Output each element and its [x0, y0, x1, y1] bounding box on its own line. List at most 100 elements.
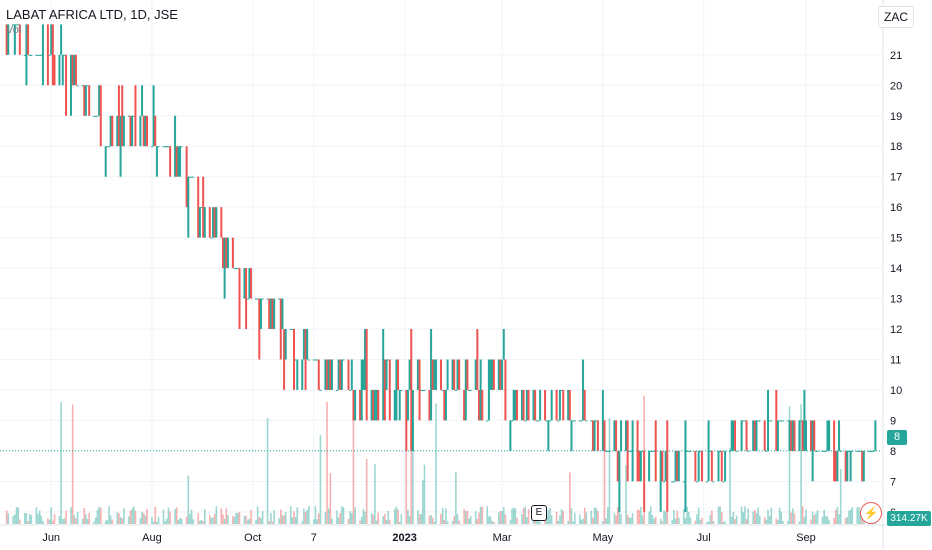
currency-button[interactable]: ZAC	[878, 6, 914, 28]
volume-bar	[440, 513, 442, 524]
volume-bar	[712, 520, 715, 524]
volume-bar	[306, 509, 309, 524]
volume-bar	[187, 475, 190, 524]
volume-bar	[468, 518, 470, 524]
price-axis[interactable]: 2120191817161514131211109876	[890, 50, 902, 519]
volume-bar	[142, 512, 145, 524]
volume-bar	[466, 510, 469, 524]
volume-bar	[324, 511, 327, 524]
volume-bar	[625, 465, 627, 524]
volume-bar	[174, 508, 176, 524]
volume-bar	[146, 508, 148, 524]
volume-bar	[707, 521, 710, 524]
volume-bar	[327, 508, 330, 524]
volume-bar	[615, 515, 617, 524]
volume-bar	[757, 507, 759, 524]
volume-bar	[283, 515, 285, 524]
volume-bar	[813, 515, 816, 524]
volume-bar	[488, 516, 490, 524]
price-tick-label: 9	[890, 415, 896, 427]
volume-bar	[362, 509, 365, 524]
volume-bar	[834, 509, 837, 524]
volume-bar	[863, 521, 865, 524]
volume-bar	[744, 506, 746, 524]
volume-bar	[648, 511, 650, 524]
volume-bar	[268, 521, 271, 524]
volume-bar	[308, 506, 310, 524]
volume-bar	[512, 507, 515, 524]
volume-bar	[347, 519, 350, 524]
volume-bar	[684, 518, 687, 524]
volume-bar	[435, 403, 437, 524]
volume-bar	[640, 506, 642, 524]
volume-bar	[157, 516, 160, 524]
volume-bar	[663, 510, 665, 524]
earnings-event-marker[interactable]: E	[531, 505, 547, 521]
volume-bar	[93, 521, 95, 524]
volume-bar	[752, 511, 754, 524]
volume-bar	[374, 464, 376, 524]
volume-bar	[405, 414, 408, 524]
volume-bar	[671, 520, 674, 524]
volume-bar	[570, 508, 573, 524]
volume-bar	[792, 508, 794, 524]
volume-bar	[167, 507, 170, 524]
time-axis[interactable]: Jun Aug Oct 7 2023 Mar May Jul Sep	[42, 532, 815, 544]
volume-bar	[71, 404, 74, 524]
volume-bar	[76, 512, 79, 524]
price-tick-label: 15	[890, 233, 902, 245]
volume-bar	[169, 511, 171, 524]
volume-bar	[108, 506, 110, 524]
volume-bar	[342, 507, 345, 524]
grid	[0, 0, 882, 524]
volume-bar	[375, 520, 378, 524]
volume-bar	[516, 517, 518, 524]
volume-bar	[278, 518, 280, 524]
volume-bar	[844, 518, 847, 524]
volume-bar	[849, 509, 852, 524]
volume-bar	[238, 511, 241, 524]
volume-bar	[384, 513, 386, 524]
volume-bar	[729, 447, 731, 524]
volume-bar	[351, 513, 353, 524]
volume-bar	[417, 510, 419, 524]
price-tick-label: 7	[890, 476, 896, 488]
volume-bar	[433, 521, 436, 524]
volume-bar	[597, 510, 599, 524]
volume-bar	[836, 506, 839, 524]
ohlc-bars	[5, 24, 877, 512]
volume-bar	[372, 515, 375, 524]
volume-bar	[132, 506, 135, 524]
flash-icon[interactable]: ⚡	[860, 502, 882, 524]
volume-bar	[711, 510, 713, 524]
volume-bar	[354, 507, 356, 524]
volume-bar	[359, 520, 361, 524]
volume-bar	[104, 520, 107, 524]
volume-bar	[613, 512, 616, 524]
volume-bar	[19, 519, 21, 524]
volume-bar	[778, 507, 781, 524]
volume-bar	[717, 506, 720, 524]
volume-bar	[189, 513, 191, 524]
volume-bar	[235, 512, 237, 524]
volume-bar	[317, 513, 320, 524]
volume-bar	[839, 468, 842, 524]
volume-bar	[499, 511, 502, 524]
volume-bar	[754, 510, 756, 524]
volume-bar	[119, 516, 122, 524]
volume-bar	[430, 514, 432, 524]
volume-bar	[313, 519, 315, 524]
volume-bar	[557, 520, 560, 524]
volume-bar	[745, 519, 748, 524]
volume-bar	[653, 518, 655, 524]
volume-bar	[223, 518, 226, 524]
volume-bar	[545, 515, 548, 524]
volume-bar	[382, 516, 384, 524]
volume-bar	[801, 506, 804, 524]
volume-bar	[573, 512, 576, 524]
volume-bar	[266, 417, 269, 524]
volume-bar	[734, 519, 736, 524]
volume-bar	[501, 510, 503, 524]
volume-bar	[144, 515, 147, 524]
